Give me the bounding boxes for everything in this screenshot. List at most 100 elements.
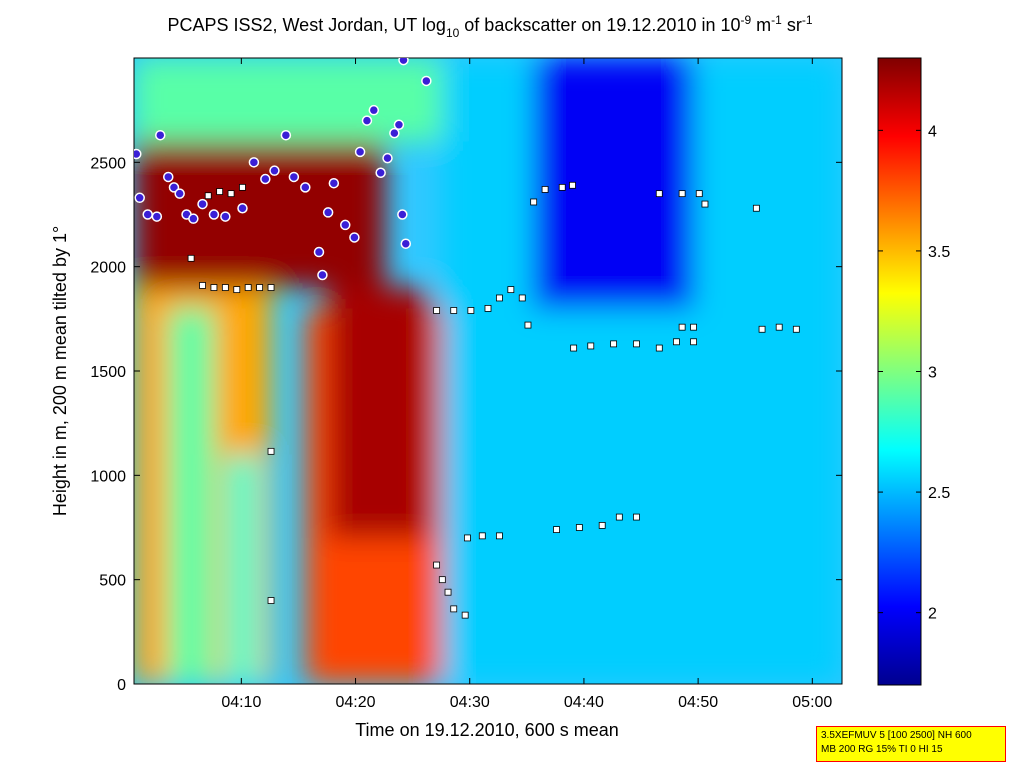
title-sup-sr: -1 xyxy=(802,13,813,27)
cloud-base-marker xyxy=(142,209,153,220)
heatmap-region-1 xyxy=(168,308,214,684)
colorbar-gradient xyxy=(877,57,922,686)
y-tick-label: 500 xyxy=(99,573,126,590)
markers xyxy=(134,58,800,619)
cloud-base-marker xyxy=(398,58,409,66)
x-axis-label: Time on 19.12.2010, 600 s mean xyxy=(355,720,619,740)
layer-square-marker xyxy=(792,325,800,333)
layer-square-marker xyxy=(210,284,218,291)
layer-square-marker xyxy=(444,588,452,596)
layer-square-marker xyxy=(461,611,469,619)
layer-square-marker xyxy=(541,186,549,193)
layer-square-marker xyxy=(199,282,206,289)
layer-square-marker xyxy=(690,338,697,346)
colorbar-tick-label: 4 xyxy=(928,123,937,140)
layer-square-marker xyxy=(467,307,475,314)
layer-square-marker xyxy=(615,513,623,521)
cloud-base-marker xyxy=(322,207,334,218)
cloud-base-marker xyxy=(134,148,142,160)
cloud-base-marker xyxy=(397,209,408,220)
cloud-base-marker xyxy=(151,211,163,222)
layer-square-marker xyxy=(484,304,492,312)
x-tick-label: 04:30 xyxy=(450,694,490,711)
layer-square-marker xyxy=(438,576,446,584)
layer-square-marker xyxy=(187,254,195,262)
layer-square-marker xyxy=(267,447,275,455)
heatmap-area xyxy=(134,58,842,684)
cloud-base-marker xyxy=(393,119,405,131)
cloud-base-marker xyxy=(208,209,220,220)
layer-square-marker xyxy=(569,181,576,189)
layer-square-marker xyxy=(256,284,264,291)
cloud-base-marker xyxy=(400,238,412,249)
layer-square-marker xyxy=(204,192,212,200)
heatmap-region-6 xyxy=(533,58,694,309)
x-tick-label: 05:00 xyxy=(792,694,832,711)
x-tick-label: 04:50 xyxy=(678,694,718,711)
layer-square-marker xyxy=(558,183,566,191)
layer-square-marker xyxy=(673,338,680,346)
layer-square-marker xyxy=(610,340,618,348)
cloud-base-marker xyxy=(375,167,386,179)
cloud-base-marker xyxy=(188,213,199,224)
cloud-base-marker xyxy=(134,192,145,204)
colorbar-tick-label: 2 xyxy=(928,606,937,623)
cloud-base-marker xyxy=(288,171,300,183)
layer-square-marker xyxy=(701,200,709,208)
layer-square-marker xyxy=(587,342,595,350)
layer-square-marker xyxy=(496,294,503,302)
layer-square-marker xyxy=(464,534,471,542)
colorbar-ticks: 2 2.5 3 3.5 4 xyxy=(878,123,950,623)
y-tick-label: 1500 xyxy=(90,364,126,381)
x-tick-label: 04:10 xyxy=(221,694,261,711)
layer-square-marker xyxy=(655,190,663,198)
heatmap-region-8 xyxy=(134,58,443,142)
title-sup-m: -1 xyxy=(771,13,782,27)
layer-square-marker xyxy=(752,204,760,212)
title-part2: of backscatter on 19.12.2010 in 10 xyxy=(459,15,740,35)
cloud-base-marker xyxy=(368,104,380,116)
title-part1: PCAPS ISS2, West Jordan, UT log xyxy=(167,15,445,35)
title-sup-exp: -9 xyxy=(741,13,752,27)
layer-square-marker xyxy=(633,340,640,348)
layer-square-marker xyxy=(575,524,583,531)
x-axis: 04:10 04:20 04:30 04:40 04:50 05:00 xyxy=(221,58,832,711)
cloud-base-marker xyxy=(354,146,366,158)
layer-square-marker xyxy=(433,307,441,314)
heatmap-region-4 xyxy=(328,287,431,538)
cloud-base-marker xyxy=(317,269,328,281)
cloud-base-marker xyxy=(300,182,311,193)
layer-square-marker xyxy=(655,344,663,352)
cloud-base-marker xyxy=(313,246,325,258)
heatmap-regions xyxy=(134,58,842,684)
heatmap-region-2 xyxy=(225,454,260,684)
layer-square-marker xyxy=(695,190,703,198)
layer-square-marker xyxy=(496,532,503,540)
cloud-base-marker xyxy=(155,129,166,141)
layer-square-marker xyxy=(530,198,538,206)
layer-square-marker xyxy=(507,286,515,294)
cloud-base-marker xyxy=(280,129,292,141)
info-line-2: MB 200 RG 15% TI 0 HI 15 xyxy=(821,744,943,755)
layer-square-marker xyxy=(633,513,640,521)
layer-square-marker xyxy=(570,344,578,352)
title-part3: m xyxy=(751,15,771,35)
layer-square-marker xyxy=(239,183,246,191)
layer-square-marker xyxy=(518,294,526,302)
x-tick-label: 04:40 xyxy=(564,694,604,711)
colorbar-tick-label: 3.5 xyxy=(928,244,950,261)
heatmap-region-7 xyxy=(134,141,386,288)
y-tick-label: 0 xyxy=(117,677,126,694)
cloud-base-marker xyxy=(389,127,400,139)
layer-square-marker xyxy=(690,323,697,331)
colorbar-tick-label: 2.5 xyxy=(928,485,950,502)
layer-square-marker xyxy=(221,284,229,291)
layer-square-marker xyxy=(598,522,606,529)
info-box: 3.5XEFMUV 5 [100 2500] NH 600 MB 200 RG … xyxy=(816,726,1006,762)
layer-square-marker xyxy=(524,321,532,329)
x-tick-label: 04:20 xyxy=(336,694,376,711)
colorbar-tick-label: 3 xyxy=(928,365,937,382)
cloud-base-marker xyxy=(220,211,231,222)
cloud-base-marker xyxy=(328,177,340,189)
